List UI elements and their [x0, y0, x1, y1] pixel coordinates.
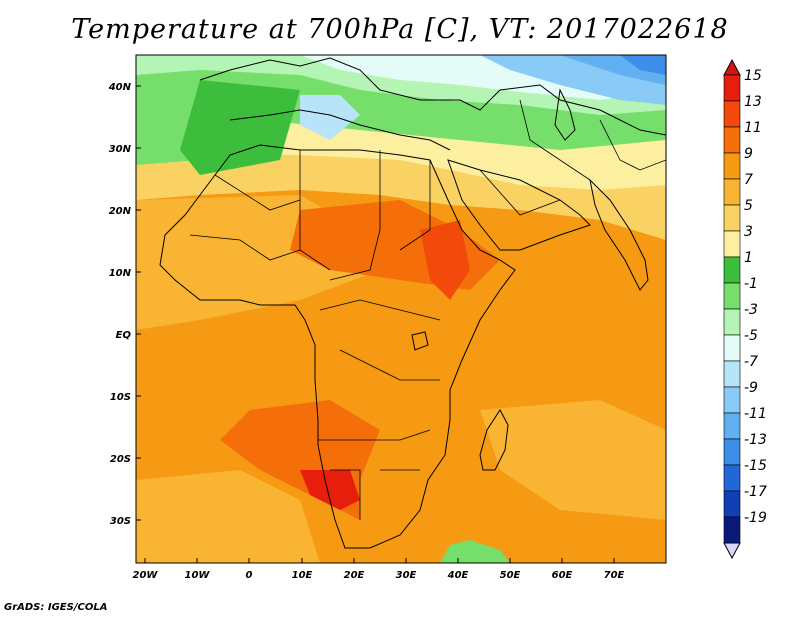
colorbar-label: 11 — [744, 120, 762, 136]
colorbar-label: -13 — [744, 432, 767, 448]
colorbar-label: -5 — [744, 328, 758, 344]
field-band-13-kalahari — [300, 470, 360, 510]
lon-axis: 20W 10W 0 10E 20E 30E 40E 50E 60E 70E — [133, 558, 625, 581]
grads-credit: GrADS: IGES/COLA — [4, 602, 108, 613]
lon-label: 0 — [246, 570, 253, 581]
colorbar-label: 3 — [744, 224, 753, 240]
field-band-9-south — [136, 470, 320, 563]
colorbar-swatch — [723, 152, 741, 180]
lat-axis: 40N 30N 20N 10N EQ 10S 20S 30S — [108, 82, 141, 527]
field-band-minus11 — [620, 55, 666, 75]
madagascar-coastline — [479, 409, 509, 471]
colorbar-label: 13 — [744, 94, 762, 110]
lat-label: 20N — [109, 206, 132, 217]
colorbar-swatch — [723, 308, 741, 336]
field-band-minus5 — [300, 95, 360, 140]
lon-label: 10W — [185, 570, 211, 581]
lon-label: 40E — [447, 570, 469, 581]
lat-label: 10S — [110, 392, 131, 403]
mediterranean-coastline — [229, 109, 451, 151]
arabia-coastline — [447, 159, 591, 251]
colorbar-swatch — [723, 256, 741, 284]
map-frame — [135, 54, 667, 564]
lon-label: 20W — [133, 570, 159, 581]
colorbar-bottom-arrow — [723, 542, 741, 560]
lon-label: 30E — [396, 570, 417, 581]
colorbar-swatch — [723, 204, 741, 232]
colorbar-swatch — [723, 438, 741, 466]
colorbar-label: 7 — [744, 172, 753, 188]
colorbar: 15 13 11 9 7 5 3 1 -1 -3 -5 -7 -9 -11 -13 -15 -17 -19 — [723, 58, 767, 560]
field-band-1 — [180, 80, 300, 175]
lon-label: 10E — [292, 570, 313, 581]
colorbar-swatch — [723, 490, 741, 518]
colorbar-label: 5 — [744, 198, 753, 214]
field-band-11-east — [420, 220, 470, 300]
lat-label: 30S — [110, 516, 131, 527]
lat-label: 10N — [109, 268, 132, 279]
colorbar-label: 15 — [744, 68, 762, 84]
temperature-field — [136, 55, 666, 563]
colorbar-swatch — [723, 230, 741, 258]
lon-label: 70E — [604, 570, 625, 581]
field-band-south-green — [440, 540, 510, 563]
lat-label: 30N — [109, 144, 132, 155]
colorbar-swatch — [723, 360, 741, 388]
colorbar-label: -19 — [744, 510, 767, 526]
colorbar-swatch — [723, 282, 741, 310]
africa-coastline — [159, 144, 516, 549]
colorbar-swatch — [723, 386, 741, 414]
colorbar-label: -3 — [744, 302, 758, 318]
colorbar-label: 1 — [744, 250, 753, 266]
coastlines — [159, 57, 666, 549]
europe-coastline — [199, 57, 666, 136]
borders — [189, 99, 666, 520]
colorbar-label: -7 — [744, 354, 758, 370]
colorbar-swatch — [723, 74, 741, 102]
lake-victoria — [411, 331, 429, 351]
field-band-9-east — [480, 400, 666, 520]
field-band-7 — [136, 140, 666, 240]
colorbar-swatch — [723, 412, 741, 440]
colorbar-label: -1 — [744, 276, 758, 292]
lon-label: 60E — [552, 570, 573, 581]
colorbar-swatch — [723, 178, 741, 206]
lat-label: 40N — [108, 82, 132, 93]
colorbar-swatch — [723, 516, 741, 544]
colorbar-swatch — [723, 100, 741, 128]
colorbar-label: 9 — [744, 146, 753, 162]
caspian-coastline — [554, 88, 576, 141]
lon-label: 50E — [500, 570, 521, 581]
colorbar-label: -11 — [744, 406, 767, 422]
colorbar-swatch — [723, 126, 741, 154]
lat-label: EQ — [116, 330, 132, 341]
lat-label: 20S — [110, 454, 131, 465]
colorbar-label: -15 — [744, 458, 767, 474]
india-coastline — [589, 178, 649, 291]
map-title: Temperature at 700hPa [C], VT: 201702261… — [71, 14, 729, 45]
colorbar-swatch — [723, 464, 741, 492]
colorbar-top-arrow — [723, 58, 741, 76]
colorbar-label: -17 — [744, 484, 767, 500]
lon-label: 20E — [344, 570, 365, 581]
colorbar-swatch — [723, 334, 741, 362]
colorbar-label: -9 — [744, 380, 758, 396]
